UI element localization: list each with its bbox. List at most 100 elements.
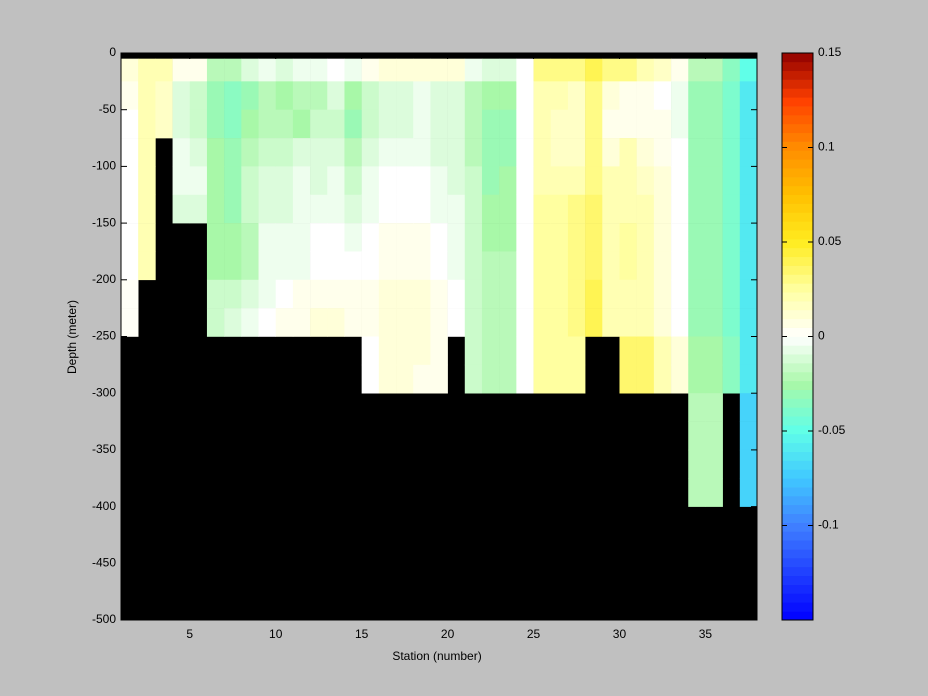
cell [705, 223, 723, 252]
cell [739, 109, 758, 139]
cell [550, 308, 569, 337]
cell [688, 223, 706, 252]
colorbar-band [782, 106, 813, 116]
cell [688, 393, 706, 422]
cell [688, 81, 706, 110]
cell [739, 279, 758, 309]
cell [636, 251, 655, 281]
cell [688, 449, 706, 479]
cell [241, 138, 259, 167]
cell [378, 223, 397, 252]
cell [258, 194, 277, 224]
colorbar-band [782, 123, 813, 134]
cell [430, 279, 448, 309]
cell [722, 194, 741, 224]
cell [481, 194, 500, 224]
colorbar-band [782, 203, 813, 213]
cell [344, 251, 362, 281]
cell [481, 223, 500, 252]
cell [413, 251, 431, 281]
cell [396, 364, 414, 394]
cell [550, 364, 569, 394]
cell [258, 308, 277, 337]
cell [206, 138, 225, 167]
cell [739, 223, 758, 252]
cell [344, 223, 362, 252]
cell [671, 336, 689, 366]
colorbar-band [782, 513, 813, 523]
cell [138, 81, 156, 110]
colorbar-band [782, 380, 813, 390]
colorbar-band [782, 309, 813, 320]
cell [310, 308, 328, 337]
cell [739, 393, 758, 422]
cell [481, 58, 500, 82]
cell [447, 138, 466, 167]
cell [567, 194, 586, 224]
colorbar-band [782, 557, 813, 568]
cell [361, 194, 380, 224]
cell [327, 223, 345, 252]
cell [550, 194, 569, 224]
colorbar-band [782, 230, 813, 240]
cell [327, 81, 345, 110]
cell [224, 166, 242, 196]
cell [327, 109, 345, 139]
cell [206, 81, 225, 110]
cell [361, 279, 380, 309]
cell [155, 109, 173, 139]
cell [275, 223, 294, 252]
cell [499, 336, 517, 366]
cell [705, 336, 723, 366]
y-tick-label: -450 [92, 555, 116, 569]
cell [258, 166, 277, 196]
cell [705, 478, 723, 507]
cell [396, 279, 414, 309]
cell [722, 251, 741, 281]
cell [447, 223, 466, 252]
cell [688, 478, 706, 507]
cell [636, 279, 655, 309]
cell [224, 58, 242, 82]
cell [464, 308, 483, 337]
cell [189, 138, 208, 167]
cell [292, 251, 311, 281]
cell [378, 251, 397, 281]
colorbar-band [782, 363, 813, 373]
cell [378, 336, 397, 366]
cell [172, 58, 191, 82]
cell [739, 58, 758, 82]
cell [516, 336, 534, 366]
cell [327, 166, 345, 196]
y-tick-label: -200 [92, 272, 116, 286]
cell [671, 223, 689, 252]
colorbar-band [782, 345, 813, 355]
cell [344, 81, 362, 110]
colorbar-tick-label: -0.05 [818, 423, 846, 437]
cell [241, 166, 259, 196]
cell [206, 279, 225, 309]
cell [567, 166, 586, 196]
cell [619, 223, 637, 252]
cell [739, 251, 758, 281]
colorbar-band [782, 221, 813, 231]
cell [447, 166, 466, 196]
cell [653, 138, 672, 167]
cell [361, 251, 380, 281]
cell [138, 251, 156, 281]
colorbar-band [782, 212, 813, 222]
cell [602, 166, 620, 196]
cell [138, 166, 156, 196]
cell [636, 194, 655, 224]
cell [671, 81, 689, 110]
cell [172, 109, 191, 139]
cell [567, 279, 586, 309]
cell [636, 109, 655, 139]
cell [705, 194, 723, 224]
cell [739, 194, 758, 224]
cell [121, 223, 139, 252]
cell [550, 81, 569, 110]
colorbar-band [782, 593, 813, 603]
cell [241, 223, 259, 252]
cell [481, 166, 500, 196]
